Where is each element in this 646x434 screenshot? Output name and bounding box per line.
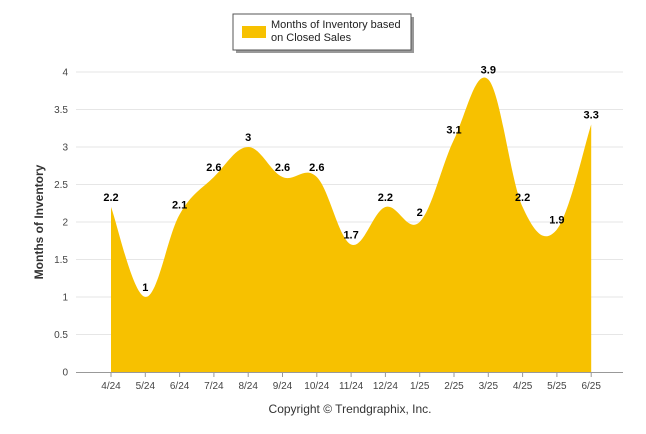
data-labels: 2.2 1 2.1 2.6 3 2.6 2.6 1.7 2.2 2 3.1 3.9 2.2 1.9 3.3 <box>103 65 598 295</box>
y-tick-label: 1 <box>62 293 68 304</box>
x-tick-label: 9/24 <box>273 381 293 392</box>
y-tick-label: 2 <box>62 218 68 229</box>
x-tick-label: 5/24 <box>136 381 156 392</box>
x-tick-label: 2/25 <box>444 381 464 392</box>
y-tick-label: 3.5 <box>54 105 68 116</box>
data-label: 3 <box>245 132 251 144</box>
x-tick-label: 4/25 <box>513 381 533 392</box>
legend: Months of Inventory based on Closed Sale… <box>232 13 414 53</box>
legend-swatch <box>242 26 266 38</box>
x-tick-label: 1/25 <box>410 381 430 392</box>
data-label: 2.2 <box>515 192 530 204</box>
y-tick-label: 0.5 <box>54 330 68 341</box>
x-tick-label: 12/24 <box>373 381 398 392</box>
x-tick-label: 7/24 <box>204 381 224 392</box>
data-label: 1.7 <box>343 230 358 242</box>
data-label: 1.9 <box>549 215 564 227</box>
data-label: 2.6 <box>309 162 324 174</box>
x-tick-label: 6/24 <box>170 381 190 392</box>
y-tick-label: 2.5 <box>54 180 68 191</box>
x-tick-label: 5/25 <box>547 381 567 392</box>
x-tick-label: 11/24 <box>339 381 364 392</box>
x-axis-ticks: 4/24 5/24 6/24 7/24 8/24 9/24 10/24 11/24 12/24 1… <box>101 372 601 392</box>
area-series <box>111 77 592 372</box>
data-label: 2.2 <box>103 192 118 204</box>
y-tick-label: 1.5 <box>54 255 68 266</box>
data-label: 2.1 <box>172 200 187 212</box>
data-label: 2 <box>417 207 423 219</box>
y-tick-label: 3 <box>62 143 68 154</box>
x-tick-label: 4/24 <box>101 381 121 392</box>
data-label: 1 <box>142 282 148 294</box>
legend-label-line1: Months of Inventory based <box>271 19 401 31</box>
data-label: 3.9 <box>481 65 496 77</box>
x-tick-label: 6/25 <box>581 381 601 392</box>
x-tick-label: 3/25 <box>479 381 499 392</box>
data-label: 2.6 <box>275 162 290 174</box>
y-tick-label: 0 <box>62 368 68 379</box>
copyright-text: Copyright © Trendgraphix, Inc. <box>269 402 432 416</box>
x-tick-label: 8/24 <box>238 381 258 392</box>
y-axis-label: Months of Inventory <box>32 164 46 279</box>
y-tick-label: 4 <box>62 68 68 79</box>
data-label: 3.1 <box>446 125 461 137</box>
legend-label-line2: on Closed Sales <box>271 32 352 44</box>
x-tick-label: 10/24 <box>304 381 329 392</box>
data-label: 3.3 <box>584 110 599 122</box>
data-label: 2.2 <box>378 192 393 204</box>
data-label: 2.6 <box>206 162 221 174</box>
y-axis-ticks: 0 0.5 1 1.5 2 2.5 3 3.5 4 <box>54 68 68 379</box>
